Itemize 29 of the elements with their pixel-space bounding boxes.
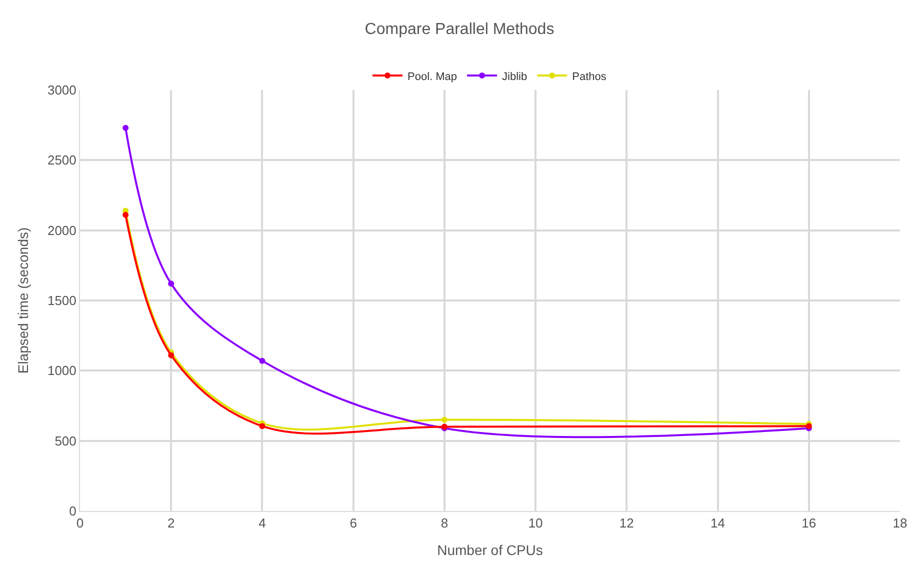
y-axis-title: Elapsed time (seconds) xyxy=(15,227,32,374)
y-tick-label: 3000 xyxy=(47,82,76,98)
x-tick-label: 18 xyxy=(892,516,908,531)
x-tick-label: 2 xyxy=(167,516,175,531)
x-tick-label: 6 xyxy=(350,516,357,531)
point xyxy=(259,358,266,364)
x-tick-label: 12 xyxy=(619,516,634,531)
y-tick-label: 1500 xyxy=(47,293,76,308)
legend-label: Pathos xyxy=(572,70,607,83)
point xyxy=(168,352,174,358)
y-tick-label: 2000 xyxy=(47,222,76,238)
point xyxy=(122,124,129,131)
legend-label: Jiblib xyxy=(502,70,528,83)
y-tick-label: 0 xyxy=(69,504,76,519)
point xyxy=(259,423,266,430)
y-tick-label: 2500 xyxy=(47,152,76,168)
point xyxy=(168,280,174,287)
point xyxy=(122,212,129,218)
y-tick-label: 1000 xyxy=(47,363,76,378)
x-tick-label: 14 xyxy=(710,516,726,531)
x-tick-label: 10 xyxy=(528,516,543,531)
chart-title: Compare Parallel Methods xyxy=(364,21,554,38)
y-tick-label: 500 xyxy=(54,433,76,448)
x-tick-label: 16 xyxy=(802,516,816,531)
x-tick-label: 4 xyxy=(258,516,266,531)
legend-label: Pool. Map xyxy=(408,70,458,83)
x-tick-label: 8 xyxy=(440,516,448,531)
point xyxy=(441,416,448,423)
x-axis-title: Number of CPUs xyxy=(437,542,543,558)
